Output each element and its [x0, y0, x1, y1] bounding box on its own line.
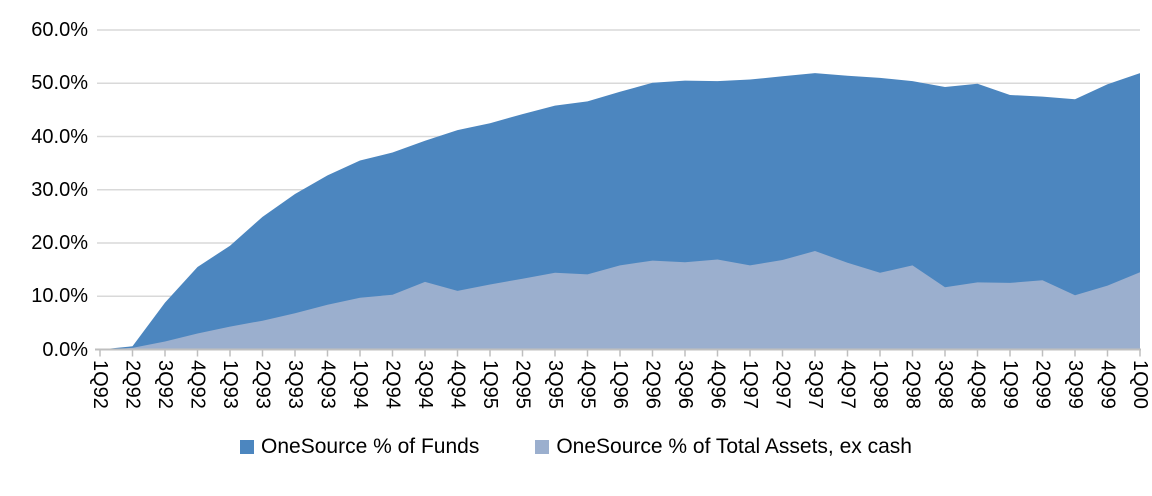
- y-axis-tick-label: 0.0%: [42, 338, 88, 361]
- x-axis-tick-label: 1Q92: [89, 360, 111, 409]
- legend-item-assets: OneSource % of Total Assets, ex cash: [535, 435, 912, 459]
- x-axis-tick-label: 1Q95: [479, 360, 501, 409]
- legend: OneSource % of Funds OneSource % of Tota…: [0, 435, 1152, 459]
- y-axis-tick-label: 50.0%: [31, 72, 88, 95]
- x-axis-tick-label: 2Q93: [251, 360, 274, 409]
- x-axis-tick-label: 4Q97: [836, 360, 859, 409]
- x-axis-tick-label: 3Q94: [414, 360, 436, 409]
- x-axis-tick-label: 1Q94: [349, 360, 371, 409]
- x-axis-tick-label: 4Q92: [186, 360, 209, 409]
- y-axis-tick-label: 40.0%: [31, 125, 88, 148]
- x-axis-tick-label: 3Q92: [154, 360, 176, 409]
- x-axis-tick-label: 2Q92: [121, 360, 144, 409]
- y-axis-tick-label: 30.0%: [31, 178, 88, 201]
- x-axis-tick-label: 3Q96: [674, 360, 696, 409]
- x-axis-tick-label: 1Q93: [219, 360, 241, 409]
- x-axis-tick-label: 2Q94: [381, 360, 404, 409]
- x-axis-tick-label: 1Q97: [739, 360, 761, 409]
- y-axis-tick-label: 10.0%: [31, 285, 88, 308]
- x-axis-tick-label: 3Q98: [934, 360, 956, 409]
- x-axis-tick-label: 2Q96: [641, 360, 664, 409]
- legend-item-funds: OneSource % of Funds: [240, 435, 479, 459]
- legend-label-funds: OneSource % of Funds: [261, 435, 480, 458]
- x-axis-tick-label: 1Q96: [609, 360, 631, 409]
- x-axis-tick-label: 4Q98: [966, 360, 989, 409]
- x-axis-tick-label: 4Q96: [706, 360, 729, 409]
- x-axis-tick-label: 1Q98: [869, 360, 891, 409]
- legend-label-assets: OneSource % of Total Assets, ex cash: [556, 435, 912, 458]
- x-axis-tick-label: 2Q95: [511, 360, 534, 409]
- x-axis-tick-label: 1Q99: [999, 360, 1021, 409]
- x-axis-tick-label: 4Q95: [576, 360, 599, 409]
- x-axis-tick-label: 3Q95: [544, 360, 566, 409]
- x-axis-tick-label: 1Q00: [1129, 360, 1151, 409]
- x-axis-tick-label: 2Q98: [901, 360, 924, 409]
- x-axis-tick-label: 3Q99: [1064, 360, 1086, 409]
- y-axis-tick-label: 20.0%: [31, 232, 88, 254]
- x-axis-tick-label: 3Q93: [284, 360, 306, 409]
- y-axis-tick-label: 60.0%: [31, 19, 88, 41]
- series-area-1: [100, 251, 1140, 350]
- x-axis-tick-label: 4Q99: [1096, 360, 1119, 409]
- x-axis-tick-label: 3Q97: [804, 360, 826, 409]
- x-axis-tick-label: 4Q94: [446, 360, 469, 409]
- legend-swatch-assets-icon: [535, 440, 550, 454]
- legend-swatch-funds-icon: [240, 440, 255, 454]
- x-axis-tick-label: 4Q93: [316, 360, 339, 409]
- x-axis-tick-label: 2Q97: [771, 360, 794, 409]
- x-axis-tick-label: 2Q99: [1031, 360, 1054, 409]
